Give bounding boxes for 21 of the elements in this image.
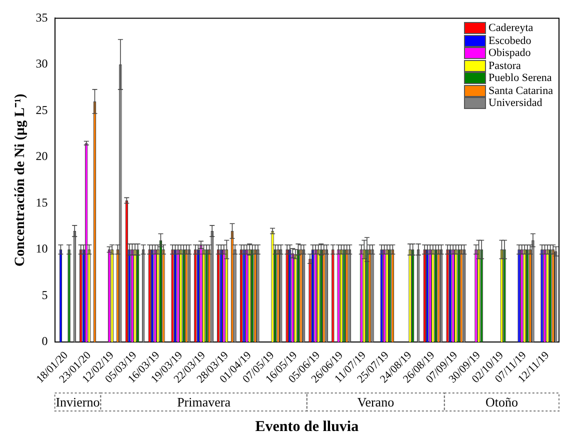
text: Verano — [357, 394, 394, 410]
text: Invierno — [56, 394, 100, 410]
x-axis-title: Evento de lluvia — [255, 418, 360, 435]
legend-label: Universidad — [488, 97, 542, 110]
y-tick-label: 5 — [42, 288, 48, 302]
legend-label: Pueblo Serena — [488, 72, 552, 84]
y-tick-label: 0 — [42, 334, 48, 348]
y-axis-title: Concentración de Ni (µg L⁻¹) — [13, 93, 28, 267]
legend-label: Cadereyta — [488, 22, 534, 34]
y-tick-label: 15 — [36, 195, 48, 210]
legend-label: Pastora — [488, 60, 521, 72]
y-tick-label: 30 — [36, 56, 48, 71]
y-tick-label: 35 — [36, 10, 48, 24]
text: Primavera — [177, 394, 231, 410]
legend-label: Obispado — [488, 47, 531, 60]
y-tick-label: 25 — [36, 102, 48, 117]
legend-label: Santa Catarina — [488, 84, 553, 97]
text: Otoño — [485, 394, 518, 410]
y-tick-label: 10 — [36, 242, 48, 256]
y-tick-label: 20 — [36, 149, 48, 164]
legend-label: Escobedo — [488, 34, 532, 47]
